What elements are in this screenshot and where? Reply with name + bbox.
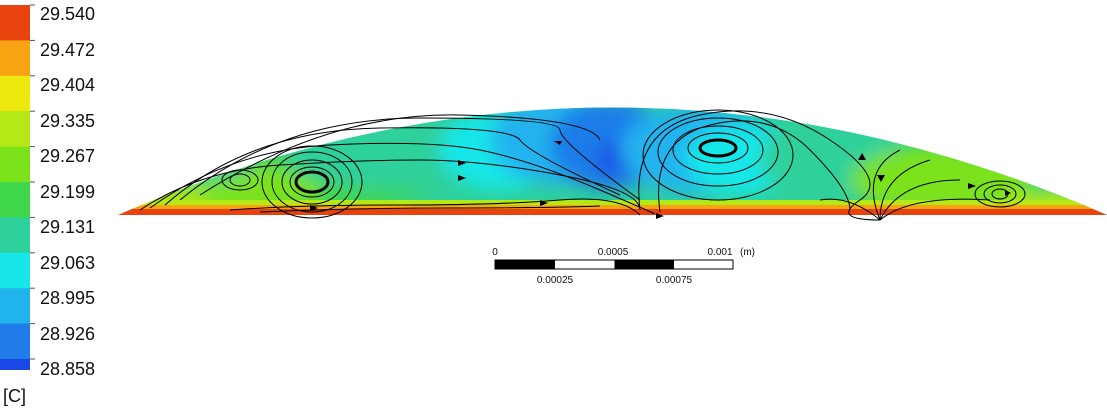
scale-label-0.001: 0.001 [707, 247, 732, 258]
colorbar-unit-label: [C] [3, 386, 27, 406]
colorbar-tick-label: 29.540 [40, 4, 96, 24]
colorbar-tick-label: 29.063 [40, 253, 96, 273]
colorbar-swatch [0, 182, 30, 218]
colorbar-swatch [0, 288, 30, 325]
flow-arrows [310, 141, 1011, 219]
colorbar-swatch [0, 146, 30, 183]
colorbar-tick-label: 28.926 [40, 324, 96, 344]
scale-bar-segment [495, 260, 555, 269]
colorbar-swatch [0, 359, 30, 370]
colorbar-legend: 29.540 29.472 29.404 29.335 29.267 29.19… [0, 0, 110, 410]
scale-label-0.00075: 0.00075 [656, 275, 693, 286]
colorbar-tick-label: 29.199 [40, 182, 96, 202]
colorbar-tick-label: 29.267 [40, 146, 96, 166]
colorbar-tick-label: 29.131 [40, 217, 96, 237]
colorbar-tick-label: 29.472 [40, 40, 96, 60]
colorbar-tick-label: 29.335 [40, 111, 96, 131]
scale-label-0.0005: 0.0005 [598, 247, 629, 258]
scale-label-0.00025: 0.00025 [537, 275, 574, 286]
scale-label-0: 0 [492, 247, 498, 258]
colorbar-swatch [0, 111, 30, 148]
colorbar-tick-label: 28.995 [40, 288, 96, 308]
colorbar-swatch [0, 217, 30, 254]
colorbar-tick-label: 29.404 [40, 75, 96, 95]
colorbar-tick-label: 28.858 [40, 359, 96, 379]
colorbar-swatch [0, 252, 30, 289]
scale-bar: 0 0.0005 0.001 (m) 0.00025 0.00075 [492, 247, 755, 286]
colorbar-swatch [0, 75, 30, 112]
scale-bar-segment [615, 260, 674, 269]
colorbar [0, 4, 35, 370]
scale-unit: (m) [740, 247, 755, 258]
colorbar-swatch [0, 40, 30, 77]
colorbar-swatch [0, 5, 30, 41]
colorbar-swatch [0, 323, 30, 360]
